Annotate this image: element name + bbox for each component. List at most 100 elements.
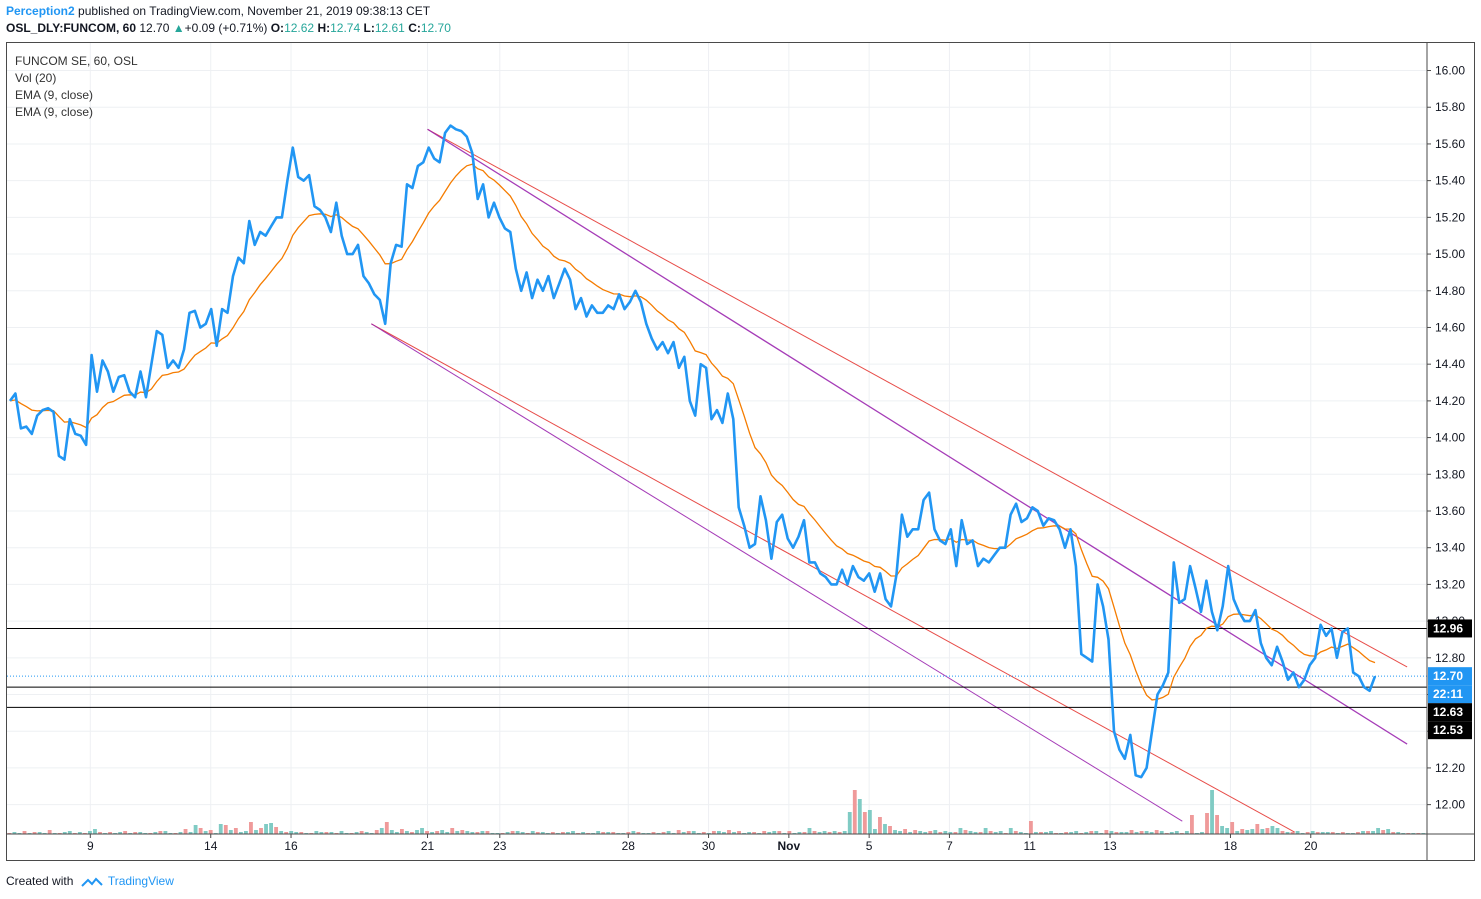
volume-bar [948, 832, 953, 834]
tradingview-brand-link[interactable]: TradingView [107, 874, 174, 888]
trendline-lower-red[interactable] [371, 323, 1295, 833]
price-axis-label: 12.80 [1435, 651, 1465, 665]
volume-bar [651, 832, 656, 834]
volume-bar [601, 832, 606, 834]
volume-bar [993, 832, 998, 834]
price-chart[interactable]: 16.00 15.80 15.60 15.40 15.20 15.00 14.80 14.60… [0, 0, 1481, 870]
chart-legend: FUNCOM SE, 60, OSL Vol (20) EMA (9, clos… [15, 53, 138, 121]
volume-bar [883, 824, 887, 834]
volume-bar [1396, 832, 1401, 834]
close-value: 12.70 [420, 21, 451, 35]
price-axis-label: 12.20 [1435, 761, 1465, 775]
time-axis-label: 13 [1103, 839, 1117, 853]
volume-bar [903, 829, 908, 834]
volume-bar [354, 832, 359, 834]
volume-bar [193, 825, 198, 834]
volume-bar [1074, 831, 1079, 834]
volume-bar [1018, 832, 1023, 834]
price-axis-label: 14.60 [1435, 320, 1465, 334]
volume-bar [988, 831, 993, 834]
volume-bar [1320, 832, 1325, 834]
volume-bar [62, 832, 67, 834]
volume-bar [415, 830, 419, 834]
volume-bar [67, 831, 72, 834]
volume-bar [535, 832, 540, 834]
volume-bar [1013, 831, 1018, 834]
volume-bar [1250, 829, 1255, 834]
time-axis-label: Nov [778, 839, 801, 853]
volume-bar [440, 830, 445, 834]
volume-bar [314, 831, 319, 834]
volume-bar [1290, 832, 1295, 834]
volume-bar [410, 832, 414, 834]
volume-bar [118, 832, 123, 834]
volume-bar [133, 832, 138, 834]
volume-bar [384, 822, 389, 834]
legend-ema-2: EMA (9, close) [15, 105, 94, 119]
trendline-lower-purple[interactable] [371, 323, 1183, 822]
volume-bar [480, 831, 485, 834]
volume-bar [666, 831, 671, 834]
volume-bar [1315, 832, 1320, 834]
volume-bar [339, 831, 344, 834]
author-link[interactable]: Perception2 [6, 4, 75, 18]
volume-bar [822, 831, 827, 834]
volume-bar [1265, 828, 1270, 834]
trendline-upper-red[interactable] [427, 128, 1408, 668]
price-axis-label: 15.60 [1435, 137, 1465, 151]
volume-bar [581, 832, 585, 834]
volume-bar [767, 832, 772, 834]
volume-bar [450, 828, 455, 834]
volume-bar [1109, 831, 1114, 834]
price-axis-label: 13.20 [1435, 577, 1465, 591]
volume-bar [1028, 821, 1033, 834]
time-axis-label: 23 [493, 839, 507, 853]
volume-bar [973, 832, 978, 834]
volume-bar [1361, 831, 1365, 834]
volume-bar [1104, 830, 1109, 834]
volume-bar [77, 832, 82, 834]
time-axis-label: 18 [1224, 839, 1238, 853]
volume-bar [294, 832, 299, 834]
volume-bar [249, 822, 253, 834]
price-change: +0.09 (+0.71%) [184, 21, 268, 35]
volume-bar [47, 830, 52, 834]
created-with-text: Created with [6, 874, 74, 888]
volume-bar [1230, 822, 1235, 834]
price-axis-label: 15.80 [1435, 100, 1465, 114]
volume-bar [1220, 826, 1225, 834]
volume-bar [460, 830, 465, 834]
volume-bar [852, 790, 857, 834]
volume-bar [1210, 790, 1214, 834]
price-axis-label: 14.80 [1435, 284, 1465, 298]
volume-bar [37, 832, 42, 834]
price-axis-label: 16.00 [1435, 64, 1465, 78]
volume-bar [691, 831, 696, 834]
volume-bar [727, 830, 731, 834]
legend-volume: Vol (20) [15, 71, 57, 85]
volume-bar [928, 831, 933, 834]
volume-bar [1371, 831, 1375, 834]
volume-bar [1184, 831, 1189, 834]
volume-bar [264, 824, 268, 834]
volume-bar [153, 832, 158, 834]
volume-bar [908, 832, 913, 834]
volume-bar [686, 831, 691, 834]
volume-bar [938, 832, 943, 834]
volume-bar [1340, 832, 1345, 834]
volume-bar [878, 817, 882, 834]
price-axis-label: 15.20 [1435, 210, 1465, 224]
trendline-upper-purple[interactable] [427, 128, 1408, 745]
price-label-box [1428, 721, 1472, 740]
volume-bar [1391, 832, 1396, 834]
volume-bar [953, 832, 958, 834]
volume-bar [1008, 828, 1013, 834]
volume-bar [747, 832, 752, 834]
volume-bar [943, 831, 948, 834]
chart-frame[interactable] [6, 42, 1475, 861]
volume-bar [389, 830, 394, 834]
volume-bar [963, 830, 968, 834]
volume-bar [32, 832, 37, 834]
volume-bar [1174, 831, 1179, 834]
open-label: O: [270, 21, 285, 35]
